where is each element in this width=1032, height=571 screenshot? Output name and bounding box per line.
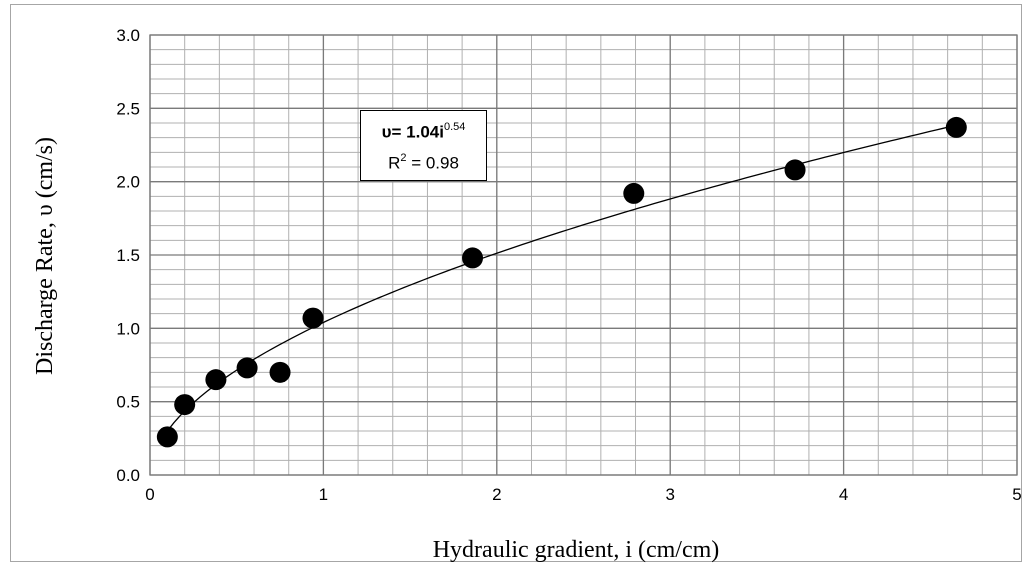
x-tick-label: 1 (319, 485, 328, 504)
y-axis-title: Discharge Rate, υ (cm/s) (32, 137, 58, 375)
y-tick-label: 2.5 (116, 99, 140, 118)
data-point (945, 116, 967, 138)
data-point (156, 426, 178, 448)
x-tick-labels: 0 1 2 3 4 5 (145, 485, 1021, 504)
y-tick-label: 1.0 (116, 319, 140, 338)
x-tick-label: 4 (839, 485, 848, 504)
chart-frame (10, 4, 1022, 562)
r2-base: R (388, 153, 401, 173)
x-tick-label: 0 (145, 485, 154, 504)
y-tick-label: 3.0 (116, 26, 140, 45)
power-trendline (166, 124, 957, 432)
r2-value: = 0.98 (406, 153, 459, 173)
equation-base: υ= 1.04i (381, 122, 444, 142)
x-axis-title: Hydraulic gradient, i (cm/cm) (433, 537, 720, 563)
equation-exponent: 0.54 (443, 120, 466, 133)
data-point (236, 357, 258, 379)
data-point (462, 247, 484, 269)
data-point (784, 159, 806, 181)
data-point (205, 369, 227, 391)
r2-exponent: 2 (400, 151, 407, 164)
data-point (269, 361, 291, 383)
y-tick-label: 1.5 (116, 246, 140, 265)
y-tick-labels: 0.0 0.5 1.0 1.5 2.0 2.5 3.0 (116, 26, 140, 485)
x-tick-label: 5 (1012, 485, 1021, 504)
plot-area-border (149, 34, 1018, 476)
y-tick-label: 2.0 (116, 173, 140, 192)
data-point (302, 307, 324, 329)
data-point (623, 182, 645, 204)
r-squared: R2 = 0.98 (388, 146, 459, 177)
data-points (156, 116, 967, 448)
x-tick-label: 3 (665, 485, 674, 504)
x-tick-label: 2 (492, 485, 501, 504)
y-tick-label: 0.0 (116, 466, 140, 485)
trendline-equation-box: υ= 1.04i0.54 R2 = 0.98 (360, 110, 487, 181)
y-tick-label: 0.5 (116, 393, 140, 412)
trendline-equation: υ= 1.04i0.54 (382, 115, 466, 146)
data-point (174, 394, 196, 416)
major-gridlines (149, 34, 1018, 476)
